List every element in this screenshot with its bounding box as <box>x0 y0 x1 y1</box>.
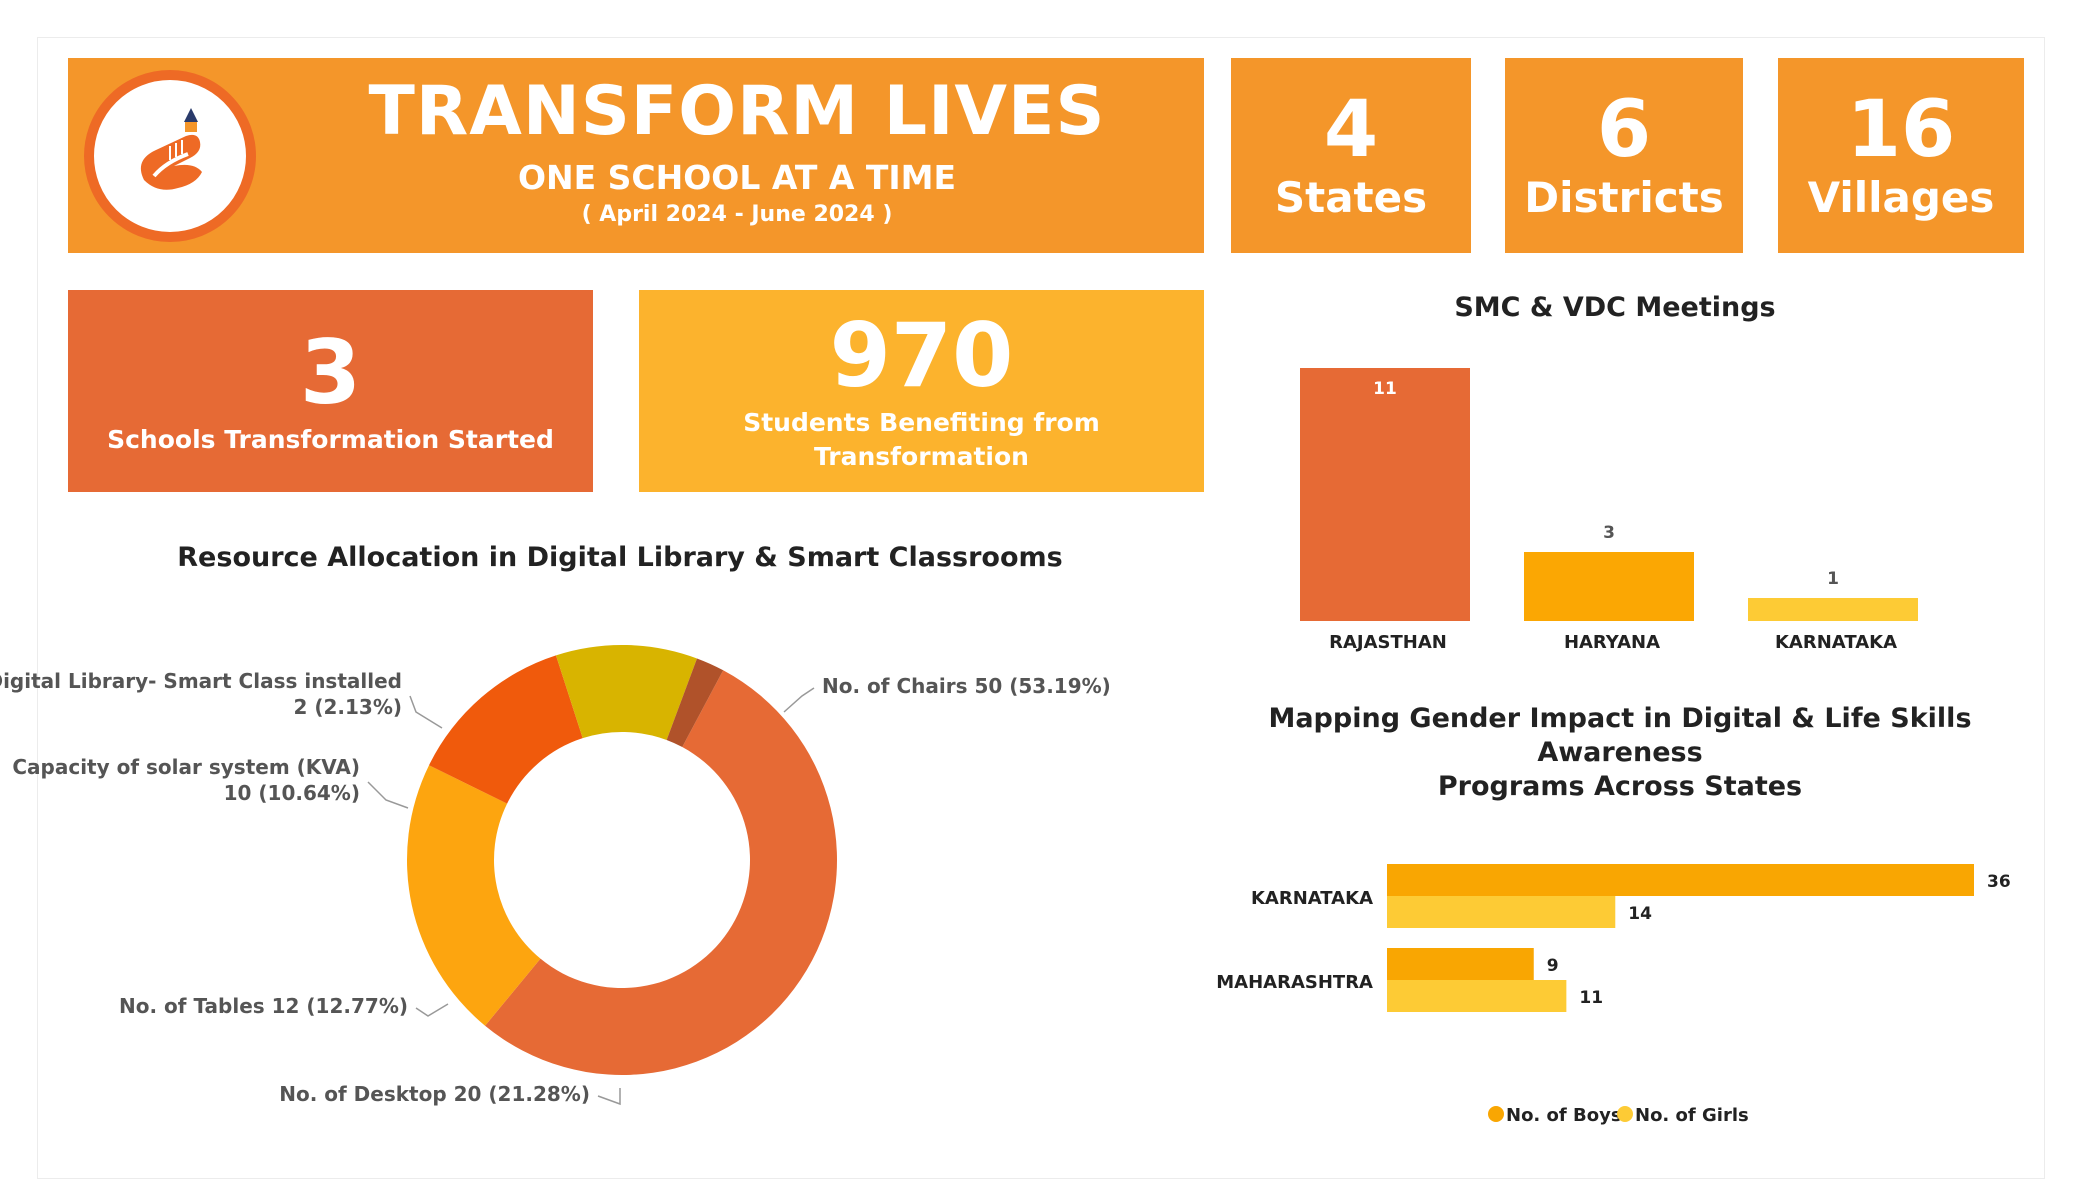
hbar-title-line-2: Programs Across States <box>1437 771 1803 802</box>
header-banner <box>68 58 1204 253</box>
donut-leader-line <box>783 687 815 713</box>
hbar-title-line-1: Mapping Gender Impact in Digital & Life … <box>1268 703 1972 768</box>
legend-marker <box>1617 1106 1633 1122</box>
donut-slice-label: 10 (10.64%) <box>224 781 360 805</box>
hbar <box>1387 948 1534 980</box>
districts-value: 6 <box>1596 84 1652 175</box>
schools-card: 3 Schools Transformation Started <box>68 290 593 492</box>
schools-label: Schools Transformation Started <box>107 425 554 454</box>
hbar <box>1387 896 1616 928</box>
donut-slice <box>666 658 724 748</box>
hbar-chart-title: Mapping Gender Impact in Digital & Life … <box>1190 702 2050 804</box>
students-label: Students Benefiting from Transformation <box>743 408 1100 471</box>
donut-slice-label: No. of Chairs 50 (53.19%) <box>822 674 1111 698</box>
legend-label: No. of Boys <box>1506 1105 1622 1126</box>
bar <box>1300 368 1470 621</box>
donut-leader-line <box>415 1003 449 1017</box>
hbar-data-label: 14 <box>1628 904 1652 924</box>
villages-card: 16 Villages <box>1778 58 2024 253</box>
bar-data-label: 11 <box>1373 379 1397 399</box>
bar-chart-title: SMC & VDC Meetings <box>1454 292 1776 323</box>
hbar-data-label: 9 <box>1547 956 1559 976</box>
students-card: 970 Students Benefiting from Transformat… <box>639 290 1204 492</box>
bar-category-label: HARYANA <box>1564 632 1660 653</box>
districts-label: Districts <box>1524 172 1724 222</box>
hbar <box>1387 980 1567 1012</box>
districts-card: 6 Districts <box>1505 58 1743 253</box>
legend-label: No. of Girls <box>1635 1105 1749 1126</box>
bar <box>1748 598 1918 621</box>
donut-slice-label: 2 (2.13%) <box>293 695 402 719</box>
students-value: 970 <box>829 304 1014 407</box>
hand-pencil-logo-icon <box>84 70 256 242</box>
page-subtitle: ONE SCHOOL AT A TIME <box>517 158 957 197</box>
hbar <box>1387 864 1974 896</box>
donut-slice <box>485 670 838 1076</box>
donut-slice <box>555 644 697 741</box>
hbar-data-label: 36 <box>1987 872 2011 892</box>
legend-marker <box>1488 1106 1504 1122</box>
donut-slice <box>406 765 541 1026</box>
donut-leader-line <box>597 1088 621 1106</box>
donut-slice-label: No. of Tables 12 (12.77%) <box>119 994 408 1018</box>
donut-chart-title: Resource Allocation in Digital Library &… <box>177 542 1063 573</box>
date-range: ( April 2024 - June 2024 ) <box>581 202 893 227</box>
states-label: States <box>1274 172 1428 222</box>
bar-category-label: RAJASTHAN <box>1329 632 1447 653</box>
donut-slice-label: Digital Library- Smart Class installed <box>0 669 402 693</box>
donut-slice-label: No. of Desktop 20 (21.28%) <box>279 1082 590 1106</box>
schools-value: 3 <box>299 321 362 424</box>
hbar-category-label: MAHARASHTRA <box>1216 972 1373 993</box>
donut-leader-line <box>367 781 409 809</box>
hbar-data-label: 11 <box>1579 988 1603 1008</box>
donut-slice <box>429 655 583 804</box>
bar-data-label: 3 <box>1603 523 1615 543</box>
bar-category-label: KARNATAKA <box>1775 632 1897 653</box>
villages-value: 16 <box>1846 84 1956 175</box>
donut-leader-line <box>409 695 443 729</box>
donut-slice-label: Capacity of solar system (KVA) <box>12 755 360 779</box>
bar <box>1524 552 1694 621</box>
hbar-category-label: KARNATAKA <box>1251 888 1373 909</box>
states-value: 4 <box>1323 84 1379 175</box>
states-card: 4 States <box>1231 58 1471 253</box>
villages-label: Villages <box>1807 172 1995 222</box>
bar-data-label: 1 <box>1827 569 1839 589</box>
page-title: TRANSFORM LIVES <box>368 72 1106 151</box>
